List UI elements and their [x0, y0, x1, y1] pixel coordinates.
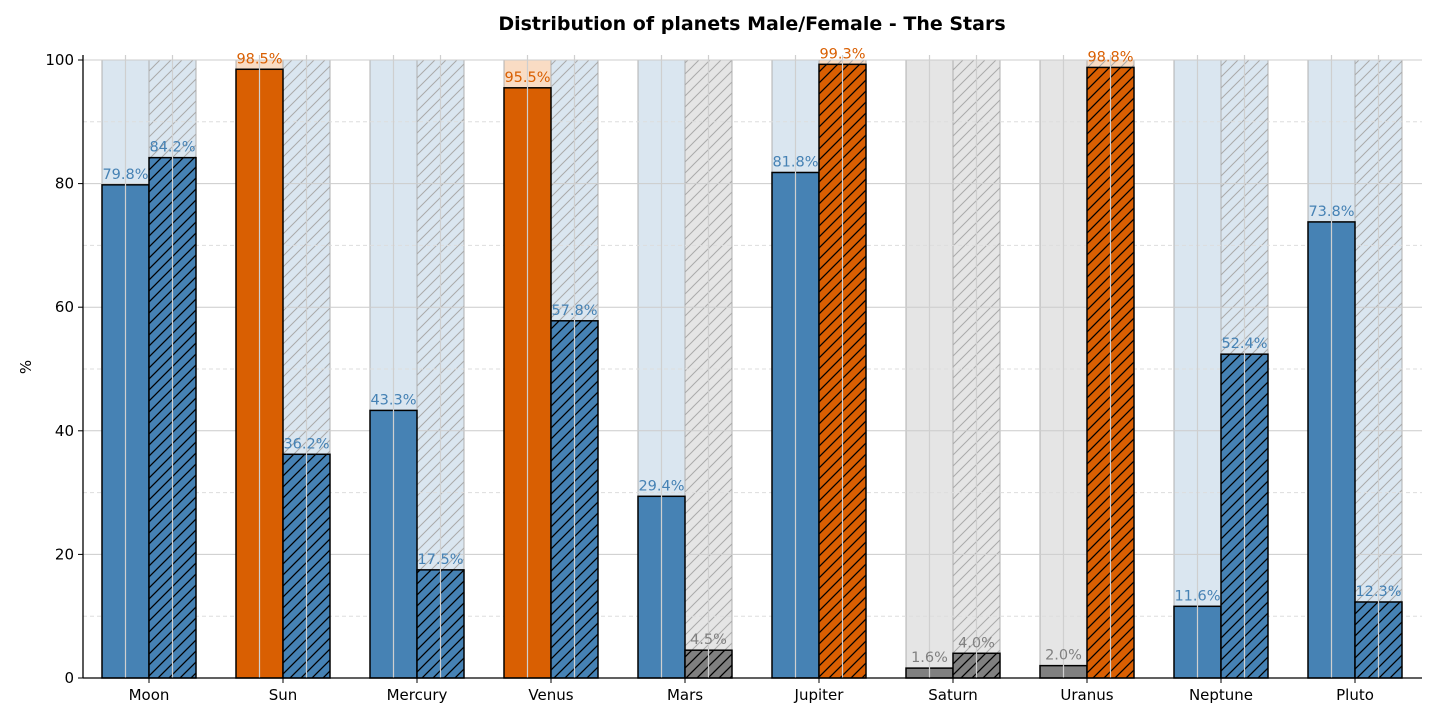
x-tick-label: Jupiter	[794, 686, 845, 704]
y-tick-label: 100	[45, 51, 74, 69]
data-label: 79.8%	[102, 167, 148, 183]
data-label: 4.5%	[690, 632, 727, 648]
x-tick-label: Sun	[269, 686, 298, 704]
y-axis-label: %	[17, 360, 35, 374]
data-label: 95.5%	[504, 70, 550, 86]
x-tick-label: Saturn	[928, 686, 978, 704]
x-tick-label: Pluto	[1336, 686, 1374, 704]
x-tick-label: Neptune	[1189, 686, 1253, 704]
data-label: 17.5%	[417, 552, 463, 568]
y-tick-label: 20	[55, 545, 74, 563]
data-label: 12.3%	[1355, 584, 1401, 600]
data-label: 73.8%	[1308, 204, 1354, 220]
data-label: 2.0%	[1045, 648, 1082, 664]
chart-title: Distribution of planets Male/Female - Th…	[498, 13, 1005, 35]
data-label: 52.4%	[1221, 336, 1267, 352]
data-label: 29.4%	[638, 478, 684, 494]
data-label: 81.8%	[772, 154, 818, 170]
data-label: 84.2%	[149, 140, 195, 156]
x-tick-label: Mars	[667, 686, 703, 704]
y-tick-label: 0	[64, 669, 74, 687]
x-tick-label: Moon	[129, 686, 170, 704]
data-label: 4.0%	[958, 635, 995, 651]
data-label: 36.2%	[283, 436, 329, 452]
data-label: 1.6%	[911, 650, 948, 666]
y-tick-label: 80	[55, 175, 74, 193]
data-label: 43.3%	[370, 392, 416, 408]
y-tick-label: 60	[55, 298, 74, 316]
data-label: 99.3%	[819, 46, 865, 62]
y-tick-label: 40	[55, 422, 74, 440]
data-label: 98.5%	[236, 51, 282, 67]
data-label: 11.6%	[1174, 588, 1220, 604]
data-label: 57.8%	[551, 303, 597, 319]
x-tick-label: Uranus	[1060, 686, 1113, 704]
x-tick-label: Venus	[528, 686, 573, 704]
data-label: 98.8%	[1087, 49, 1133, 65]
x-tick-label: Mercury	[387, 686, 448, 704]
